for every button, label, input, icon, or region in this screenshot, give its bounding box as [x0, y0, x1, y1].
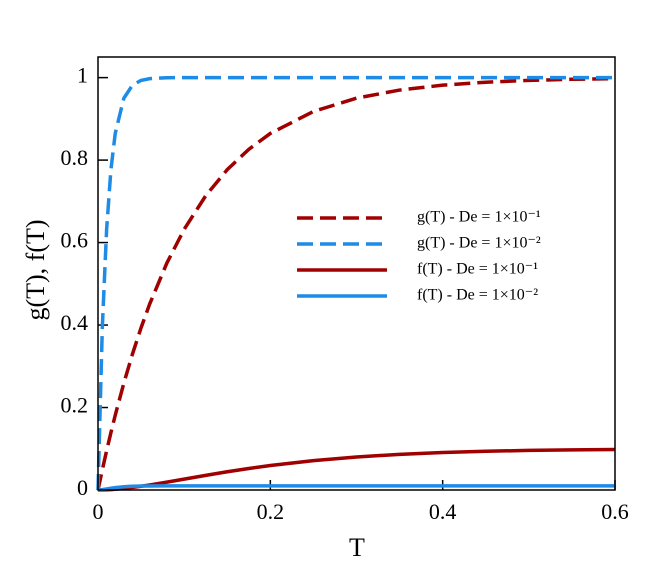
- legend-label: f(T) - De = 1×10⁻²: [417, 287, 538, 304]
- series-line: [97, 447, 616, 492]
- y-tick-label: 0.4: [61, 310, 89, 335]
- legend-label: g(T) - De = 1×10⁻¹: [417, 209, 541, 226]
- y-tick-label: 0.2: [61, 393, 89, 418]
- y-tick-label: 0.8: [61, 145, 89, 170]
- x-tick-label: 0.4: [429, 499, 457, 524]
- x-tick-label: 0.2: [257, 499, 285, 524]
- legend-label: g(T) - De = 1×10⁻²: [417, 235, 541, 252]
- legend-label: f(T) - De = 1×10⁻¹: [417, 261, 538, 278]
- x-axis-label: T: [349, 533, 365, 562]
- x-tick-label: 0: [93, 499, 104, 524]
- series-line: [96, 76, 616, 491]
- y-axis-label: g(T), f(T): [21, 219, 50, 320]
- y-tick-label: 1: [77, 63, 88, 88]
- y-tick-label: 0.6: [61, 228, 89, 253]
- y-tick-label: 0: [77, 475, 88, 500]
- x-tick-label: 0.6: [601, 499, 629, 524]
- plot-frame: [97, 56, 616, 491]
- series-line: [96, 75, 615, 491]
- series-line: [97, 484, 615, 492]
